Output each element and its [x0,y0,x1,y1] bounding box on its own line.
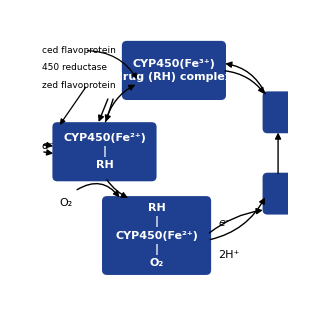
Text: O₂: O₂ [60,198,73,209]
Text: zed flavoprotein: zed flavoprotein [43,81,116,90]
Text: e⁻: e⁻ [219,218,231,228]
Text: ced flavoprotein: ced flavoprotein [43,46,116,55]
Text: RH
|
CYP450(Fe²⁺)
|
O₂: RH | CYP450(Fe²⁺) | O₂ [115,203,198,268]
Text: 2H⁺: 2H⁺ [219,250,240,260]
FancyBboxPatch shape [263,173,293,215]
Text: CYP450(Fe²⁺)
|
RH: CYP450(Fe²⁺) | RH [63,133,146,171]
Text: 450 reductase: 450 reductase [43,63,108,72]
Text: CYP450(Fe³⁺)
drug (RH) complex: CYP450(Fe³⁺) drug (RH) complex [116,59,232,82]
FancyBboxPatch shape [52,122,156,181]
FancyBboxPatch shape [122,41,226,100]
Text: e⁻: e⁻ [41,140,54,151]
FancyBboxPatch shape [102,196,211,275]
FancyBboxPatch shape [263,92,293,133]
